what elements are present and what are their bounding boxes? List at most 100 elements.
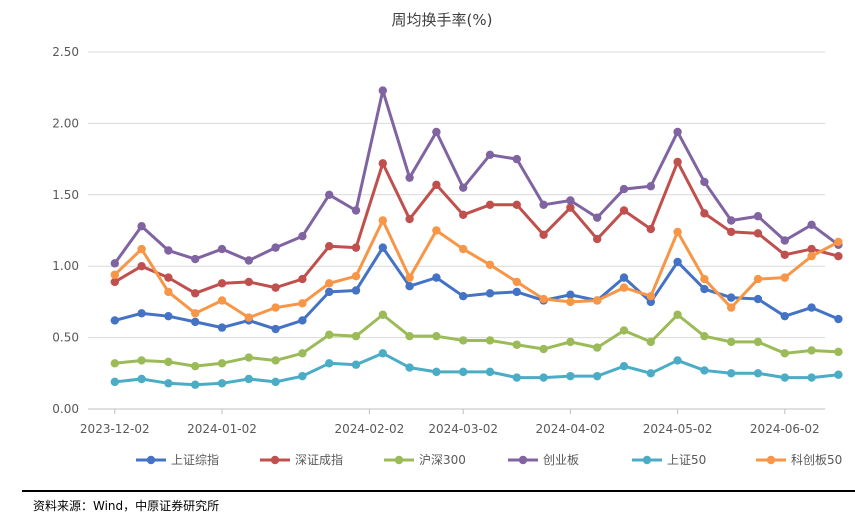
data-point: [753, 229, 763, 238]
data-point: [378, 159, 387, 168]
data-point: [217, 244, 227, 254]
series-line: [113, 219, 840, 320]
data-point: [566, 297, 575, 307]
y-tick-label: 2.50: [52, 45, 79, 59]
data-point: [459, 244, 468, 254]
data-point: [271, 303, 280, 312]
series-lines: [110, 86, 843, 389]
data-point: [727, 337, 736, 347]
data-point: [834, 252, 843, 261]
data-point: [593, 234, 602, 244]
data-point: [780, 311, 789, 321]
data-point: [485, 289, 495, 298]
data-point: [325, 190, 334, 199]
data-point: [673, 227, 682, 237]
data-point: [512, 340, 521, 349]
data-point: [700, 331, 709, 341]
data-point: [164, 357, 173, 367]
data-point: [512, 277, 521, 287]
data-point: [593, 296, 602, 305]
data-point: [164, 311, 173, 321]
data-point: [351, 331, 361, 341]
data-point: [244, 277, 253, 287]
data-point: [512, 200, 521, 209]
data-point: [244, 256, 253, 265]
legend-item: 科创板50: [756, 453, 842, 467]
data-point: [325, 359, 334, 368]
data-point: [780, 273, 789, 282]
data-point: [137, 244, 146, 254]
legend-label: 深证成指: [295, 452, 343, 467]
data-point: [351, 286, 361, 295]
data-point: [780, 349, 789, 358]
legend-label: 沪深300: [419, 453, 466, 467]
data-point: [432, 127, 441, 137]
series-4: [110, 86, 843, 268]
data-point: [137, 356, 146, 365]
data-point: [191, 361, 200, 371]
data-point: [298, 274, 307, 284]
legend-swatch-marker: [394, 455, 404, 465]
series-6: [110, 216, 843, 322]
data-point: [727, 369, 736, 378]
data-point: [566, 371, 575, 381]
data-point: [110, 277, 120, 287]
data-point: [191, 317, 200, 327]
data-point: [378, 86, 387, 95]
data-point: [405, 281, 414, 291]
data-point: [593, 343, 602, 352]
legend-item: 上证50: [632, 453, 706, 467]
source-note: 资料来源：Wind，中原证券研究所: [33, 499, 220, 513]
data-point: [646, 337, 655, 347]
data-point: [753, 294, 763, 304]
legend-swatch-marker: [146, 455, 156, 465]
y-tick-label: 2.00: [52, 116, 79, 130]
data-point: [485, 367, 495, 377]
data-point: [807, 244, 816, 254]
data-point: [137, 262, 146, 271]
series-line: [114, 160, 839, 295]
data-point: [191, 309, 200, 318]
data-point: [539, 294, 548, 304]
data-point: [217, 279, 227, 288]
data-point: [700, 366, 709, 375]
data-point: [646, 291, 655, 301]
data-point: [646, 369, 655, 378]
data-point: [217, 323, 227, 332]
legend-item: 深证成指: [260, 452, 343, 467]
data-point: [619, 361, 629, 371]
data-point: [485, 336, 495, 345]
data-point: [217, 379, 227, 388]
data-point: [807, 303, 816, 312]
data-point: [459, 367, 468, 377]
data-point: [673, 127, 682, 137]
data-point: [298, 349, 307, 358]
data-point: [753, 274, 763, 284]
data-point: [110, 259, 120, 268]
data-point: [539, 230, 548, 239]
legend-swatch-marker: [518, 455, 528, 465]
data-point: [298, 371, 307, 381]
data-point: [834, 347, 843, 357]
x-tick-label: 2023-12-02: [80, 422, 150, 436]
series-2: [110, 157, 843, 298]
data-point: [244, 374, 253, 384]
x-tick-label: 2024-05-02: [643, 422, 713, 436]
data-point: [834, 370, 843, 379]
legend-label: 上证综指: [171, 452, 219, 467]
data-point: [485, 200, 495, 209]
data-point: [164, 379, 173, 388]
x-tick-label: 2024-02-02: [335, 422, 405, 436]
x-tick-label: 2024-03-02: [428, 422, 498, 436]
data-point: [217, 296, 227, 305]
data-point: [164, 246, 173, 255]
data-point: [378, 310, 387, 319]
data-point: [780, 236, 789, 245]
data-point: [673, 310, 682, 319]
turnover-line-chart: 周均换手率(%) 0.00 0.50 1.00 1.50 2.00 2.50 2023-12…: [52, 11, 843, 467]
data-point: [512, 287, 521, 297]
data-point: [432, 226, 441, 235]
data-point: [325, 330, 334, 339]
series-3: [110, 310, 843, 371]
data-point: [646, 182, 655, 191]
